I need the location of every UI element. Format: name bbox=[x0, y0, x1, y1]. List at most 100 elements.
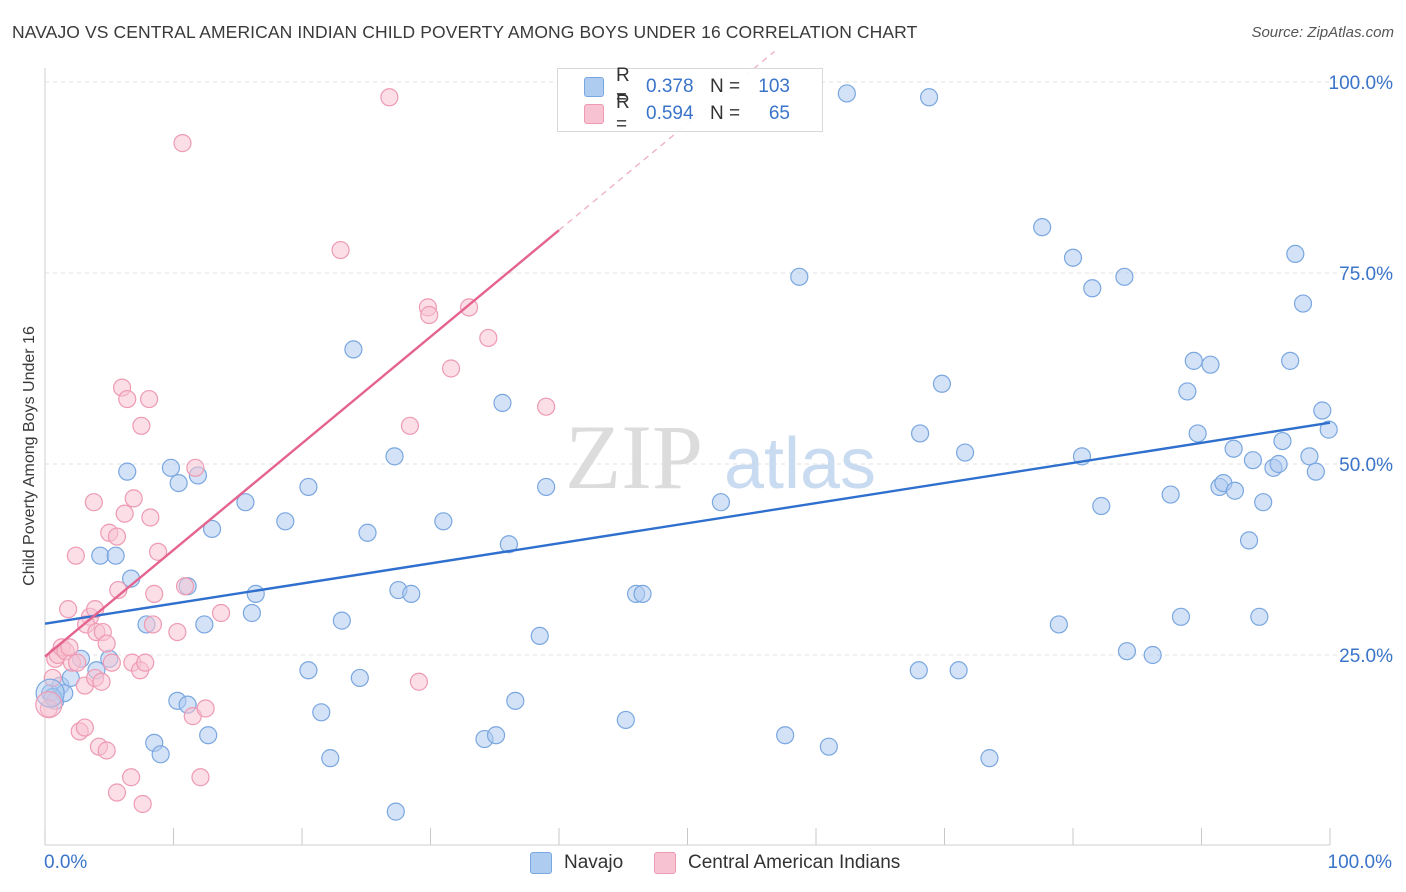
cai-point bbox=[118, 389, 137, 409]
navajo-point bbox=[493, 393, 512, 412]
navajo-point bbox=[106, 546, 125, 565]
navajo-point bbox=[616, 710, 635, 730]
navajo-point bbox=[837, 84, 856, 103]
data-points bbox=[35, 84, 1338, 821]
navajo-point bbox=[980, 749, 999, 768]
cai-point bbox=[441, 359, 461, 378]
legend-row-navajo: R = 0.378 N = 103 bbox=[558, 65, 790, 108]
navajo-point bbox=[386, 802, 405, 821]
navajo-point bbox=[1171, 607, 1191, 626]
r-label: R = bbox=[616, 65, 630, 108]
navajo-point bbox=[169, 474, 188, 493]
navajo-point bbox=[1281, 351, 1300, 370]
navajo-swatch bbox=[530, 852, 552, 874]
navajo-point bbox=[932, 374, 952, 393]
navajo-point bbox=[1184, 351, 1203, 370]
legend-item-cai[interactable]: Central American Indians bbox=[654, 852, 900, 874]
navajo-point bbox=[910, 424, 930, 443]
navajo-point bbox=[1188, 424, 1207, 443]
navajo-point bbox=[321, 749, 340, 768]
watermark-zip: ZIP bbox=[565, 406, 703, 508]
cai-point bbox=[139, 389, 159, 409]
navajo-point bbox=[1239, 531, 1259, 550]
navajo-point bbox=[1063, 248, 1083, 267]
r-value: 0.378 bbox=[646, 76, 694, 97]
cai-point bbox=[136, 653, 155, 672]
navajo-point bbox=[195, 615, 214, 634]
legend-label: Navajo bbox=[564, 852, 624, 873]
cai-point bbox=[121, 768, 141, 787]
navajo-point bbox=[711, 493, 731, 512]
cai-point bbox=[132, 416, 151, 435]
n-label: N = bbox=[710, 76, 741, 97]
cai-point bbox=[84, 493, 103, 512]
navajo-point bbox=[499, 535, 518, 554]
navajo-point bbox=[909, 661, 928, 680]
navajo-point bbox=[506, 691, 525, 710]
navajo-point bbox=[1306, 462, 1325, 481]
cai-point bbox=[186, 458, 205, 477]
legend-item-navajo[interactable]: Navajo bbox=[530, 852, 623, 874]
navajo-point bbox=[1293, 294, 1313, 313]
navajo-point bbox=[1243, 451, 1263, 470]
cai-point bbox=[133, 794, 152, 814]
navajo-point bbox=[1225, 481, 1245, 500]
cai-point bbox=[145, 584, 164, 603]
cai-point bbox=[97, 741, 116, 760]
navajo-point bbox=[332, 611, 351, 630]
navajo-point bbox=[1224, 439, 1243, 458]
navajo-point bbox=[955, 443, 975, 462]
cai-point bbox=[97, 634, 116, 653]
x-tick-min: 0.0% bbox=[44, 852, 88, 873]
navajo-point bbox=[919, 88, 939, 107]
cai-point bbox=[409, 672, 429, 691]
cai-point bbox=[380, 88, 399, 107]
navajo-point bbox=[949, 661, 968, 680]
stats-legend: R = 0.378 N = 103 R = 0.594 N = 65 bbox=[557, 65, 823, 135]
n-value: 65 bbox=[768, 103, 790, 124]
navajo-point bbox=[486, 726, 506, 745]
cai-point bbox=[66, 546, 85, 565]
navajo-point bbox=[1273, 431, 1292, 451]
navajo-point bbox=[1049, 615, 1068, 634]
navajo-point bbox=[236, 493, 255, 512]
navajo-point bbox=[1313, 401, 1332, 420]
navajo-point bbox=[118, 462, 137, 481]
navajo-point bbox=[161, 458, 181, 477]
source-credit: Source: ZipAtlas.com bbox=[1251, 24, 1394, 41]
navajo-point bbox=[1319, 420, 1338, 439]
cai-point bbox=[143, 615, 163, 634]
watermark: ZIP atlas bbox=[565, 406, 876, 508]
cai-point bbox=[124, 489, 143, 508]
cai-point bbox=[459, 298, 479, 317]
cai-swatch bbox=[654, 852, 676, 874]
navajo-point bbox=[1143, 645, 1162, 665]
cai-trend-line bbox=[44, 229, 560, 658]
navajo-point bbox=[1178, 382, 1197, 401]
cai-point bbox=[39, 699, 58, 718]
cai-point bbox=[107, 527, 127, 546]
navajo-point bbox=[530, 626, 549, 646]
navajo-point bbox=[1115, 267, 1134, 286]
trend-lines bbox=[44, 50, 1331, 658]
cai-swatch bbox=[584, 104, 604, 124]
series-legend: Navajo Central American Indians bbox=[0, 852, 1406, 878]
cai-point bbox=[168, 622, 187, 642]
y-tick-label: 50.0% bbox=[1339, 455, 1393, 476]
navajo-point bbox=[1254, 493, 1273, 512]
navajo-point bbox=[776, 726, 795, 745]
cai-point bbox=[400, 416, 420, 435]
cai-point bbox=[211, 603, 231, 623]
x-tick-max: 100.0% bbox=[1327, 852, 1392, 873]
legend-row-cai: R = 0.594 N = 65 bbox=[558, 92, 790, 135]
navajo-point bbox=[242, 603, 261, 623]
n-label: N = bbox=[710, 103, 741, 124]
navajo-point bbox=[790, 267, 809, 286]
navajo-point bbox=[1161, 485, 1180, 504]
navajo-point bbox=[202, 519, 222, 539]
cai-point bbox=[141, 508, 160, 527]
navajo-point bbox=[1286, 244, 1305, 263]
navajo-point bbox=[35, 678, 65, 708]
cai-point bbox=[107, 783, 127, 802]
